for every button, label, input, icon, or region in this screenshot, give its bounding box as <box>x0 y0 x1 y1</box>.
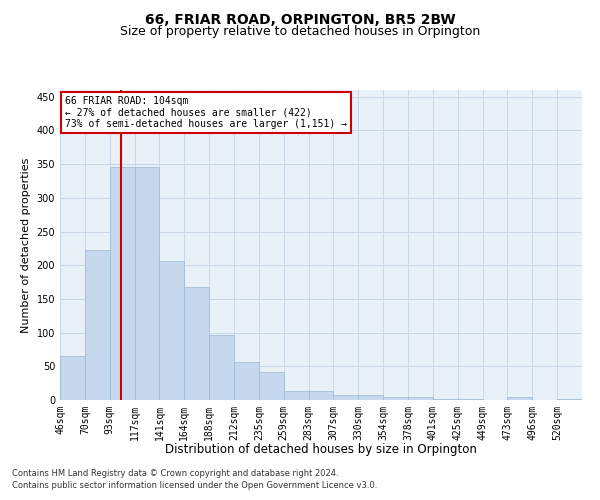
Bar <box>60 356 85 400</box>
Text: Contains HM Land Registry data © Crown copyright and database right 2024.: Contains HM Land Registry data © Crown c… <box>12 468 338 477</box>
Y-axis label: Number of detached properties: Number of detached properties <box>21 158 31 332</box>
Bar <box>358 396 383 400</box>
Bar <box>308 391 334 400</box>
Bar <box>160 260 184 400</box>
Text: 66 FRIAR ROAD: 104sqm
← 27% of detached houses are smaller (422)
73% of semi-det: 66 FRIAR ROAD: 104sqm ← 27% of detached … <box>65 96 347 130</box>
Bar <box>284 391 308 400</box>
Bar <box>209 334 234 400</box>
Bar <box>110 168 134 400</box>
Bar <box>508 398 532 400</box>
Bar <box>259 372 284 400</box>
Bar <box>408 396 433 400</box>
Text: Contains public sector information licensed under the Open Government Licence v3: Contains public sector information licen… <box>12 481 377 490</box>
Bar <box>85 250 110 400</box>
Bar <box>334 396 358 400</box>
Bar <box>557 398 582 400</box>
Bar <box>383 396 408 400</box>
Bar <box>134 168 160 400</box>
Text: 66, FRIAR ROAD, ORPINGTON, BR5 2BW: 66, FRIAR ROAD, ORPINGTON, BR5 2BW <box>145 12 455 26</box>
Bar <box>234 362 259 400</box>
Text: Distribution of detached houses by size in Orpington: Distribution of detached houses by size … <box>165 442 477 456</box>
Bar <box>184 288 209 400</box>
Text: Size of property relative to detached houses in Orpington: Size of property relative to detached ho… <box>120 25 480 38</box>
